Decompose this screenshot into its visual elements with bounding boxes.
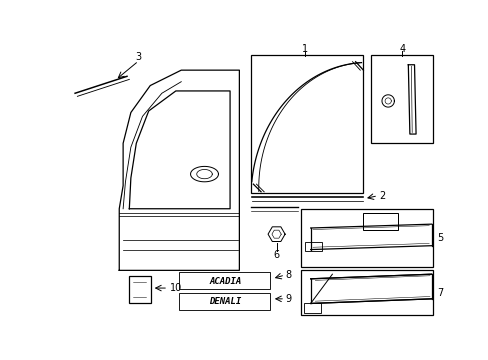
Text: 10: 10 xyxy=(169,283,182,293)
Bar xyxy=(179,293,270,310)
Text: 3: 3 xyxy=(135,52,142,62)
Text: 2: 2 xyxy=(378,191,385,201)
Text: DENALI: DENALI xyxy=(209,297,241,306)
Text: 1: 1 xyxy=(302,44,307,54)
Bar xyxy=(370,55,432,143)
Bar xyxy=(179,272,270,289)
Text: 4: 4 xyxy=(398,44,405,54)
Bar xyxy=(363,213,397,230)
Text: 9: 9 xyxy=(285,294,291,304)
Bar xyxy=(303,303,320,313)
Bar xyxy=(301,270,432,315)
Bar xyxy=(250,55,363,193)
Text: ACADIA: ACADIA xyxy=(209,276,241,285)
Bar xyxy=(305,242,322,251)
Text: 5: 5 xyxy=(436,233,442,243)
Text: 7: 7 xyxy=(436,288,442,298)
Bar xyxy=(301,209,432,266)
Bar xyxy=(129,276,151,303)
Text: 8: 8 xyxy=(285,270,291,280)
Text: 6: 6 xyxy=(273,250,279,260)
